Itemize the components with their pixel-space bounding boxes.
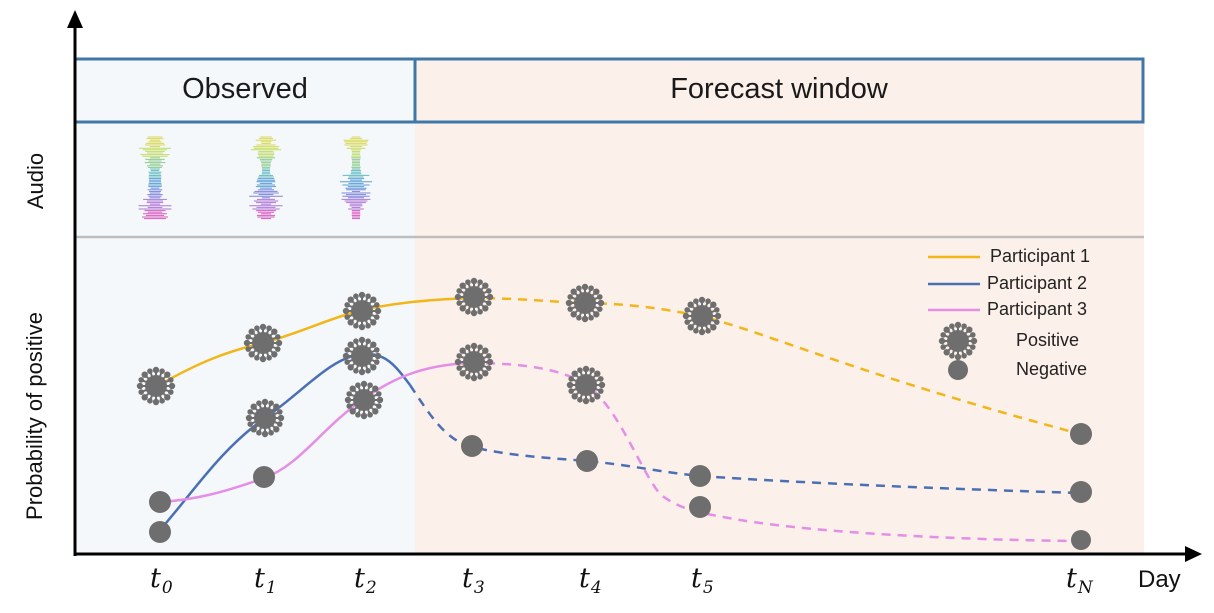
negative-marker (1071, 530, 1091, 550)
y-axis-arrowhead (67, 10, 83, 28)
legend-negative-marker (948, 360, 968, 380)
positive-marker (454, 277, 494, 317)
positive-marker (344, 380, 384, 420)
negative-marker (1070, 423, 1092, 445)
observed-box (73, 57, 417, 124)
participant-1-observed-curve (156, 296, 471, 388)
audio-waveforms (138, 136, 373, 220)
legend-participant-2: Participant 2 (987, 273, 1088, 293)
negative-marker (149, 521, 171, 543)
legend-participant-3: Participant 3 (987, 299, 1088, 319)
positive-marker (565, 283, 605, 323)
participant-markers (136, 277, 1092, 550)
participant-2-observed-curve (159, 352, 411, 531)
legend-participant-1: Participant 1 (990, 246, 1091, 266)
audio-waveform-glyph (138, 136, 172, 220)
positive-marker (243, 323, 283, 363)
legend-positive-marker (938, 321, 978, 361)
negative-marker (576, 450, 598, 472)
tick-t3: t3 (462, 563, 485, 598)
tick-tN: tN (1066, 563, 1093, 598)
forecast-region (415, 58, 1144, 554)
audio-axis-label: Audio (23, 152, 48, 210)
negative-marker (689, 496, 711, 518)
positive-marker (342, 291, 382, 331)
negative-marker (461, 435, 483, 457)
negative-marker (253, 466, 275, 488)
negative-marker (149, 491, 171, 513)
forecast-window-box (413, 57, 1145, 124)
x-axis-label: Day (1138, 566, 1181, 593)
positive-marker (342, 336, 382, 376)
audio-waveform-glyph (339, 136, 373, 220)
legend-positive: Positive (1016, 330, 1080, 350)
positive-marker (245, 398, 285, 438)
legend-negative: Negative (1016, 359, 1088, 379)
axes (67, 10, 1202, 562)
tick-t4: t4 (579, 563, 602, 598)
positive-marker (454, 342, 494, 382)
positive-marker (682, 296, 722, 336)
tick-t1: t1 (254, 563, 277, 598)
tick-t5: t5 (691, 563, 714, 598)
audio-waveform-glyph (249, 136, 283, 220)
observed-label: Observed (182, 73, 308, 105)
participant-3-observed-curve (159, 361, 471, 504)
probability-axis-label: Probability of positive (22, 312, 47, 520)
negative-marker (1070, 481, 1092, 503)
tick-t2: t2 (354, 563, 377, 598)
negative-marker (689, 465, 711, 487)
forecast-window-label: Forecast window (670, 73, 888, 105)
tick-t0: t0 (150, 563, 173, 598)
participant-3-forecast-curve (469, 361, 1081, 543)
x-axis-arrowhead (1185, 546, 1202, 562)
positive-marker (566, 365, 606, 405)
legend (928, 255, 980, 380)
positive-marker (136, 366, 176, 406)
